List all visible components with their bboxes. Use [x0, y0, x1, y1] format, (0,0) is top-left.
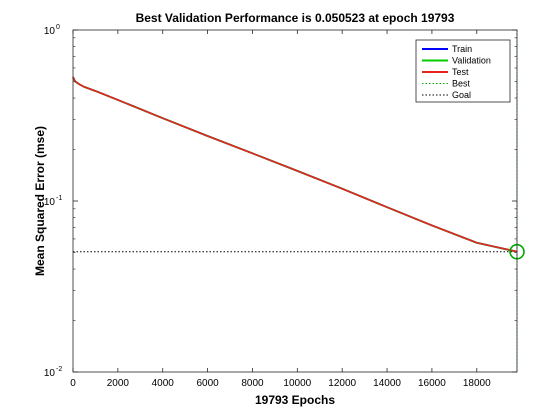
series-line-test: [72, 76, 518, 253]
y-tick-label: 10: [44, 197, 56, 208]
legend-label-best: Best: [452, 79, 471, 89]
y-axis-label: Mean Squared Error (mse): [33, 126, 47, 276]
x-tick-label: 2000: [107, 378, 130, 389]
x-tick-label: 12000: [328, 378, 356, 389]
x-tick-label: 6000: [196, 378, 219, 389]
legend-label-train: Train: [452, 44, 472, 54]
y-tick-label: 10: [44, 368, 56, 379]
x-tick-label: 14000: [373, 378, 401, 389]
legend-label-goal: Goal: [452, 90, 471, 100]
x-tick-label: 10000: [283, 378, 311, 389]
x-tick-label: 8000: [241, 378, 264, 389]
x-tick-label: 16000: [418, 378, 446, 389]
legend-label-test: Test: [452, 67, 469, 77]
chart-title: Best Validation Performance is 0.050523 …: [136, 11, 455, 25]
y-tick-exponent: -2: [56, 366, 62, 373]
x-axis-label: 19793 Epochs: [255, 393, 335, 407]
x-tick-label: 18000: [463, 378, 491, 389]
x-tick-label: 0: [70, 378, 76, 389]
y-tick-exponent: 0: [56, 24, 60, 31]
legend-label-validation: Validation: [452, 56, 491, 66]
y-tick-label: 10: [44, 26, 56, 37]
x-tick-label: 4000: [152, 378, 175, 389]
tick-layer: 0 2000 4000 6000 8000 10000 12000 14000 16000 180…: [44, 24, 517, 389]
y-tick-exponent: -1: [56, 195, 62, 202]
series-layer: [72, 30, 518, 372]
